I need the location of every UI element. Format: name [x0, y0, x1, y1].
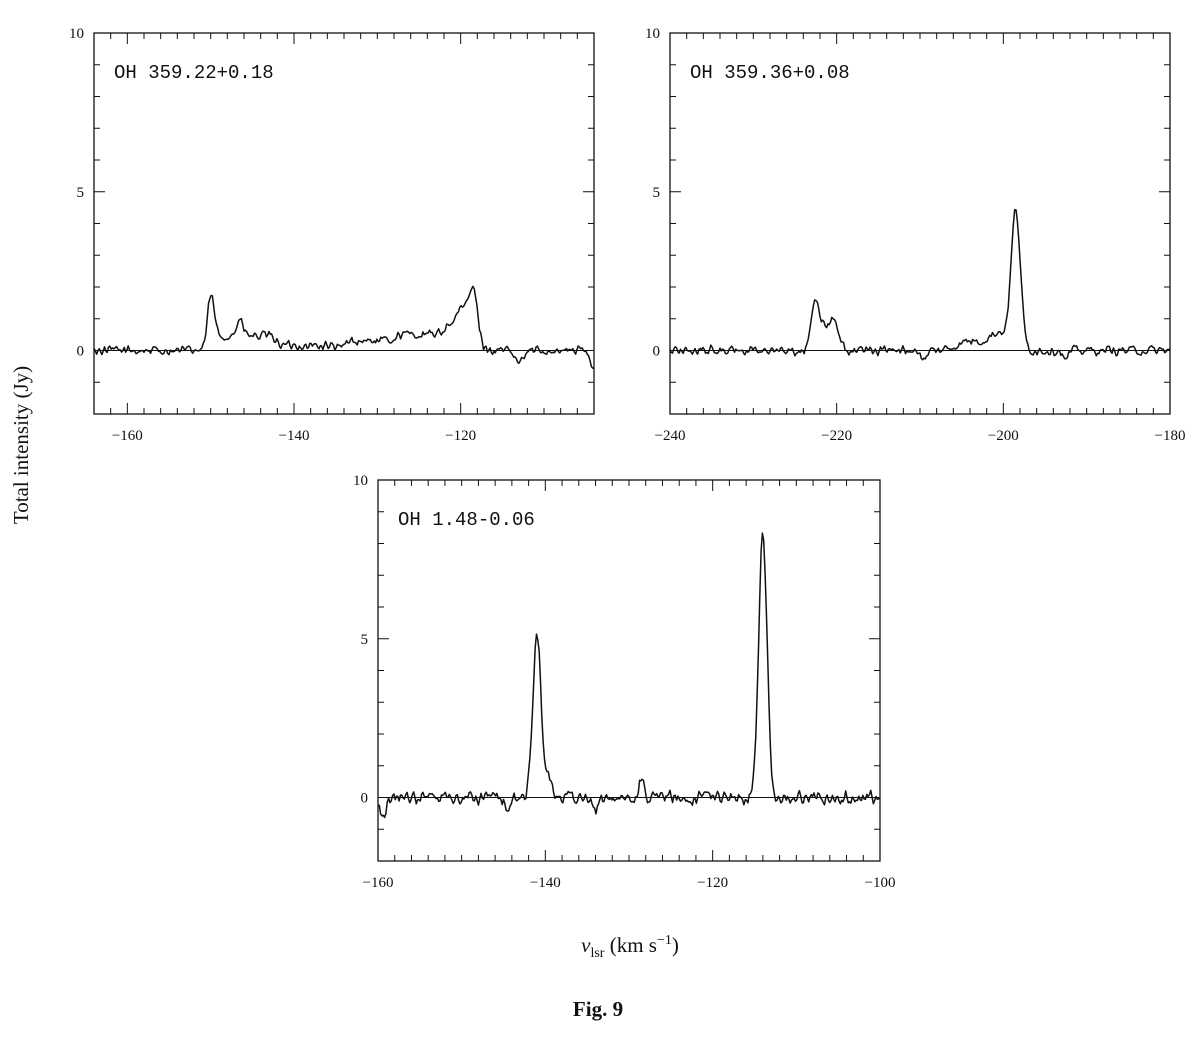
y-tick-label: 5: [361, 632, 369, 648]
panel-label: OH 359.36+0.08: [690, 62, 850, 84]
y-axis-title: Total intensity (Jy): [9, 366, 33, 524]
x-tick-label: −140: [279, 428, 310, 444]
x-tick-label: −120: [445, 428, 476, 444]
x-tick-label: −240: [655, 428, 686, 444]
y-tick-label: 0: [77, 344, 85, 360]
x-tick-label: −140: [530, 875, 561, 891]
x-tick-label: −100: [865, 875, 896, 891]
spectrum-panel-oh-359-36: −240 −220 −200 −180 0 5 10 OH 359.36+0.08: [645, 26, 1185, 444]
x-tick-label: −160: [363, 875, 394, 891]
y-tick-label: 10: [353, 473, 368, 489]
x-tick-label: −220: [821, 428, 852, 444]
y-tick-label: 5: [77, 185, 85, 201]
plot-frame: [93, 32, 595, 415]
x-tick-label: −120: [697, 875, 728, 891]
figure-caption: Fig. 9: [573, 997, 623, 1021]
plot-frame: [669, 32, 1171, 415]
x-axis-title: vlsr (km s−1): [581, 933, 679, 961]
spectrum-line: [93, 285, 594, 369]
x-tick-label: −160: [112, 428, 143, 444]
panel-label: OH 359.22+0.18: [114, 62, 274, 84]
y-tick-label: 0: [361, 791, 369, 807]
y-tick-label: 10: [69, 26, 84, 42]
spectrum-line: [669, 208, 1171, 361]
spectrum-line: [377, 532, 881, 819]
panel-label: OH 1.48-0.06: [398, 509, 535, 531]
spectrum-panel-oh-1-48: −160 −140 −120 −100 0 5 10 OH 1.48-0.06: [353, 473, 895, 891]
x-tick-label: −200: [988, 428, 1019, 444]
spectrum-panel-oh-359-22: −160 −140 −120 0 5 10 OH 359.22+0.18: [69, 26, 595, 444]
y-tick-label: 5: [653, 185, 661, 201]
y-tick-label: 0: [653, 344, 661, 360]
x-tick-label: −180: [1155, 428, 1186, 444]
y-tick-label: 10: [645, 26, 660, 42]
